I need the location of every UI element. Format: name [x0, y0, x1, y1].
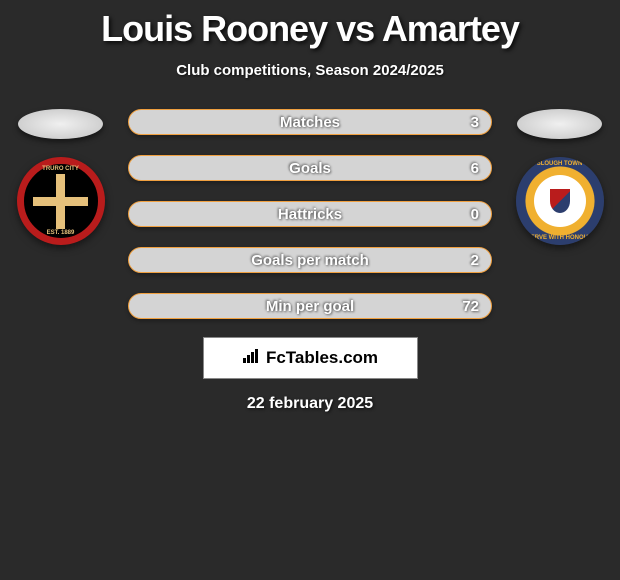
stat-label: Hattricks	[278, 206, 342, 223]
watermark-text: FcTables.com	[266, 348, 378, 368]
stat-label: Min per goal	[266, 298, 354, 315]
stat-bar: Matches 3	[128, 109, 492, 135]
stats-column: Matches 3 Goals 6 Hattricks 0 Goals per …	[128, 109, 492, 319]
badge-left-inner: TRURO CITY EST. 1889	[27, 167, 95, 235]
badge-right-top-text: SLOUGH TOWN	[537, 161, 583, 167]
badge-right-inner	[534, 175, 586, 227]
badge-cross-vertical	[56, 174, 65, 229]
stat-value: 2	[471, 252, 479, 269]
content-area: TRURO CITY EST. 1889 Matches 3 Goals 6 H…	[0, 109, 620, 319]
stat-bar: Goals per match 2	[128, 247, 492, 273]
left-player-column: TRURO CITY EST. 1889	[8, 109, 113, 245]
stat-label: Goals per match	[251, 252, 369, 269]
right-player-column: SLOUGH TOWN SERVE WITH HONOUR	[507, 109, 612, 245]
stat-bar: Min per goal 72	[128, 293, 492, 319]
badge-left-top-text: TRURO CITY	[42, 166, 79, 172]
comparison-title: Louis Rooney vs Amartey	[0, 0, 620, 50]
player-photo-left	[18, 109, 103, 139]
player-photo-right	[517, 109, 602, 139]
badge-left-bottom-text: EST. 1889	[47, 230, 75, 236]
comparison-date: 22 february 2025	[0, 395, 620, 413]
comparison-subtitle: Club competitions, Season 2024/2025	[0, 62, 620, 79]
stat-value: 72	[462, 298, 479, 315]
badge-right-shield	[550, 189, 570, 213]
watermark-icon	[242, 348, 262, 369]
stat-bar: Hattricks 0	[128, 201, 492, 227]
watermark-box: FcTables.com	[203, 337, 418, 379]
stat-bar: Goals 6	[128, 155, 492, 181]
badge-right-bottom-text: SERVE WITH HONOUR	[527, 235, 593, 241]
stat-label: Goals	[289, 160, 331, 177]
stat-value: 0	[471, 206, 479, 223]
stat-label: Matches	[280, 114, 340, 131]
club-badge-left: TRURO CITY EST. 1889	[17, 157, 105, 245]
club-badge-right: SLOUGH TOWN SERVE WITH HONOUR	[516, 157, 604, 245]
stat-value: 6	[471, 160, 479, 177]
stat-value: 3	[471, 114, 479, 131]
